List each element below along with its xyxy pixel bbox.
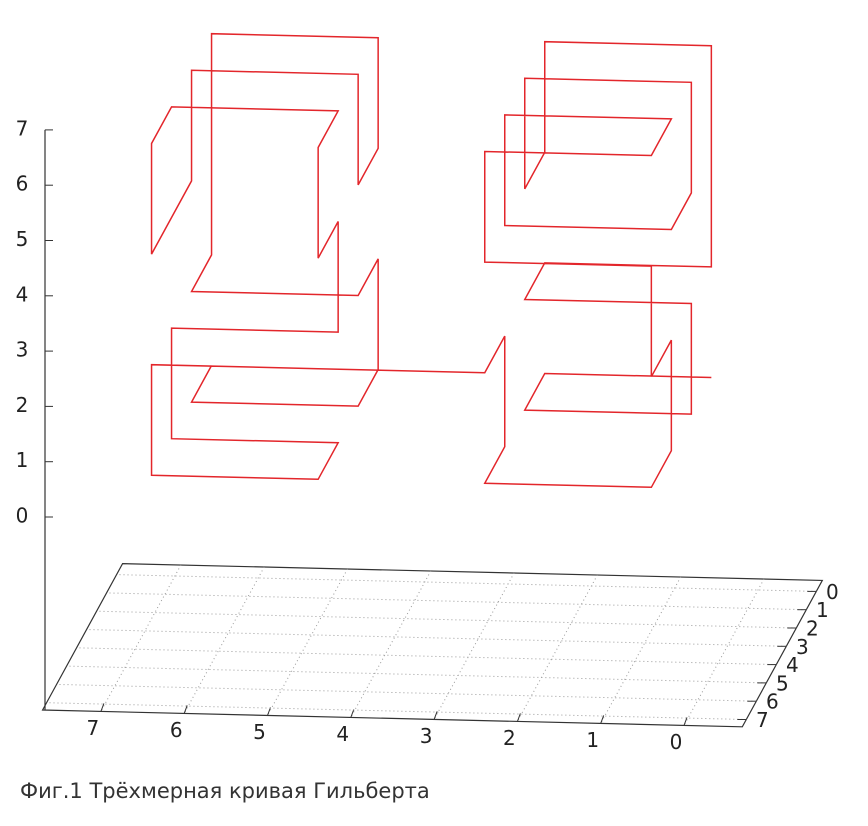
x-tick-label: 2 [503, 726, 516, 750]
grid-line [433, 572, 515, 720]
z-tick-label: 6 [16, 172, 29, 196]
x-tick-label: 3 [420, 724, 433, 748]
grid-line [56, 683, 757, 702]
y-tick-label: 3 [796, 635, 809, 659]
grid-line [600, 576, 682, 724]
x-tick [267, 707, 271, 716]
grid-line [100, 564, 182, 712]
grid-line [116, 574, 817, 592]
y-tick-label: 5 [776, 671, 789, 695]
x-tick-label: 7 [87, 716, 100, 740]
x-tick [183, 705, 188, 714]
y-tick-label: 6 [766, 690, 779, 714]
x-tick [100, 703, 105, 712]
z-tick-label: 2 [16, 393, 29, 417]
floor-frame [41, 563, 824, 728]
x-tick-label: 6 [170, 718, 183, 742]
x-tick-label: 1 [586, 728, 599, 752]
z-tick-label: 4 [16, 282, 29, 306]
x-tick-label: 0 [670, 730, 683, 754]
x-tick [433, 711, 438, 720]
grid-line [183, 566, 265, 714]
x-tick-label: 5 [253, 720, 266, 744]
x-tick [516, 713, 521, 722]
grid-line [350, 570, 432, 718]
y-tick-label: 0 [826, 580, 839, 604]
x-tick [683, 717, 688, 726]
x-tick [600, 715, 605, 724]
y-tick-label: 7 [756, 708, 769, 732]
grid-line [76, 647, 777, 666]
z-tick-label: 1 [16, 448, 29, 472]
z-tick-label: 0 [16, 504, 29, 528]
grid-line [96, 610, 797, 629]
grid-line [66, 665, 767, 684]
x-tick-label: 4 [336, 722, 349, 746]
grid-line [516, 574, 598, 722]
grid-line [267, 568, 348, 716]
x-tick [350, 709, 355, 718]
grid-line [86, 629, 787, 647]
z-tick-label: 7 [16, 116, 29, 140]
y-tick-label: 1 [816, 598, 829, 622]
y-tick-label: 4 [786, 653, 799, 677]
chart-title: Фиг.1 Трёхмерная кривая Гильберта [20, 779, 430, 803]
z-tick-label: 3 [16, 338, 29, 362]
grid-line [683, 578, 765, 726]
y-tick-label: 2 [806, 617, 819, 641]
grid-line [46, 702, 747, 720]
grid-line [106, 592, 807, 611]
z-tick-label: 5 [16, 227, 29, 251]
curve [150, 32, 713, 489]
